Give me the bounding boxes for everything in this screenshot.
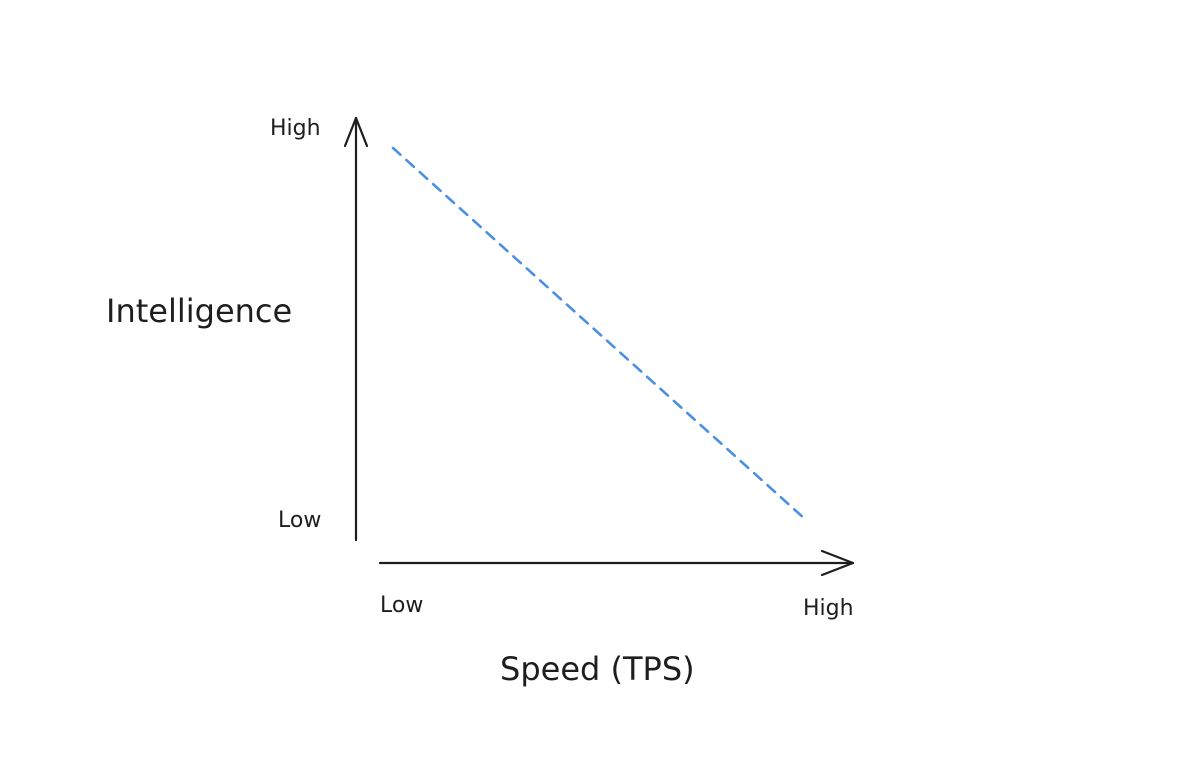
x-axis-arrowhead xyxy=(820,549,855,577)
x-axis xyxy=(378,549,855,577)
y-axis xyxy=(343,116,369,542)
tradeoff-line xyxy=(391,146,807,521)
y-axis-arrowhead xyxy=(343,116,369,148)
y-axis-title: Intelligence xyxy=(106,292,292,330)
x-axis-title: Speed (TPS) xyxy=(500,650,695,688)
x-axis-low-label: Low xyxy=(380,593,423,618)
y-axis-high-label: High xyxy=(270,116,321,141)
y-axis-low-label: Low xyxy=(278,508,321,533)
x-axis-high-label: High xyxy=(803,596,854,621)
